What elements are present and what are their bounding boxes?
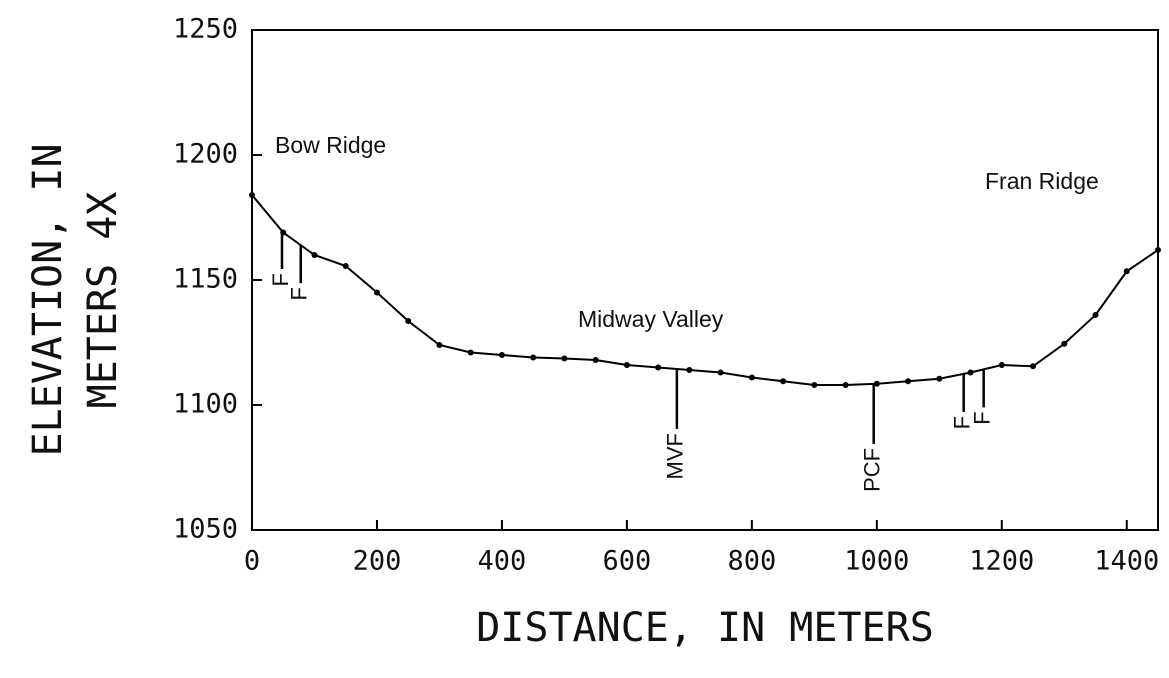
data-point bbox=[655, 364, 662, 371]
data-point bbox=[249, 192, 255, 198]
fault-label: PCF bbox=[860, 448, 885, 492]
x-tick-label: 0 bbox=[244, 546, 260, 577]
place-label: Fran Ridge bbox=[985, 168, 1099, 194]
fault-label: F bbox=[969, 411, 994, 424]
plot-frame bbox=[251, 29, 1159, 531]
data-point bbox=[1030, 363, 1037, 370]
data-point bbox=[530, 354, 537, 361]
data-point bbox=[873, 380, 880, 387]
fault-label: F bbox=[949, 416, 974, 429]
data-point bbox=[998, 362, 1005, 368]
data-point bbox=[561, 355, 568, 362]
data-point bbox=[686, 367, 693, 373]
data-point bbox=[1092, 312, 1099, 318]
data-point bbox=[467, 349, 474, 356]
data-point bbox=[905, 378, 912, 385]
y-tick-label: 1150 bbox=[173, 264, 238, 295]
x-tick-label: 600 bbox=[603, 546, 652, 577]
data-point bbox=[623, 362, 630, 368]
data-point bbox=[405, 318, 412, 324]
x-tick-label: 1200 bbox=[969, 546, 1034, 577]
fault-label: F bbox=[287, 287, 312, 300]
data-point bbox=[1123, 268, 1130, 275]
data-point bbox=[373, 289, 380, 296]
y-tick-label: 1200 bbox=[173, 139, 238, 170]
data-point bbox=[967, 369, 974, 376]
profile-line bbox=[251, 194, 1159, 386]
data-point bbox=[342, 263, 349, 269]
y-axis-label: ELEVATION, IN bbox=[25, 143, 71, 456]
data-point bbox=[717, 369, 724, 376]
place-label: Bow Ridge bbox=[275, 132, 386, 158]
data-point bbox=[311, 252, 318, 258]
fault-label: MVF bbox=[663, 433, 688, 479]
fault-label: F bbox=[268, 273, 293, 286]
x-tick-label: 200 bbox=[353, 546, 402, 577]
data-point bbox=[748, 374, 755, 381]
place-label: Midway Valley bbox=[578, 306, 724, 332]
data-point bbox=[1155, 247, 1161, 253]
y-axis-label: METERS 4X bbox=[80, 192, 126, 409]
x-tick-label: 400 bbox=[478, 546, 527, 577]
data-point bbox=[1061, 340, 1068, 347]
y-tick-label: 1250 bbox=[173, 14, 238, 45]
x-tick-label: 800 bbox=[727, 546, 776, 577]
data-point bbox=[498, 352, 505, 358]
data-point bbox=[811, 382, 818, 388]
x-axis-label: DISTANCE, IN METERS bbox=[476, 605, 934, 651]
data-point bbox=[842, 382, 849, 388]
data-point bbox=[936, 375, 943, 382]
x-tick-label: 1400 bbox=[1094, 546, 1159, 577]
y-tick-label: 1050 bbox=[173, 514, 238, 545]
data-point bbox=[780, 378, 787, 385]
data-point bbox=[592, 357, 599, 363]
x-tick-label: 1000 bbox=[844, 546, 909, 577]
y-tick-label: 1100 bbox=[173, 389, 238, 420]
data-point bbox=[436, 342, 443, 348]
